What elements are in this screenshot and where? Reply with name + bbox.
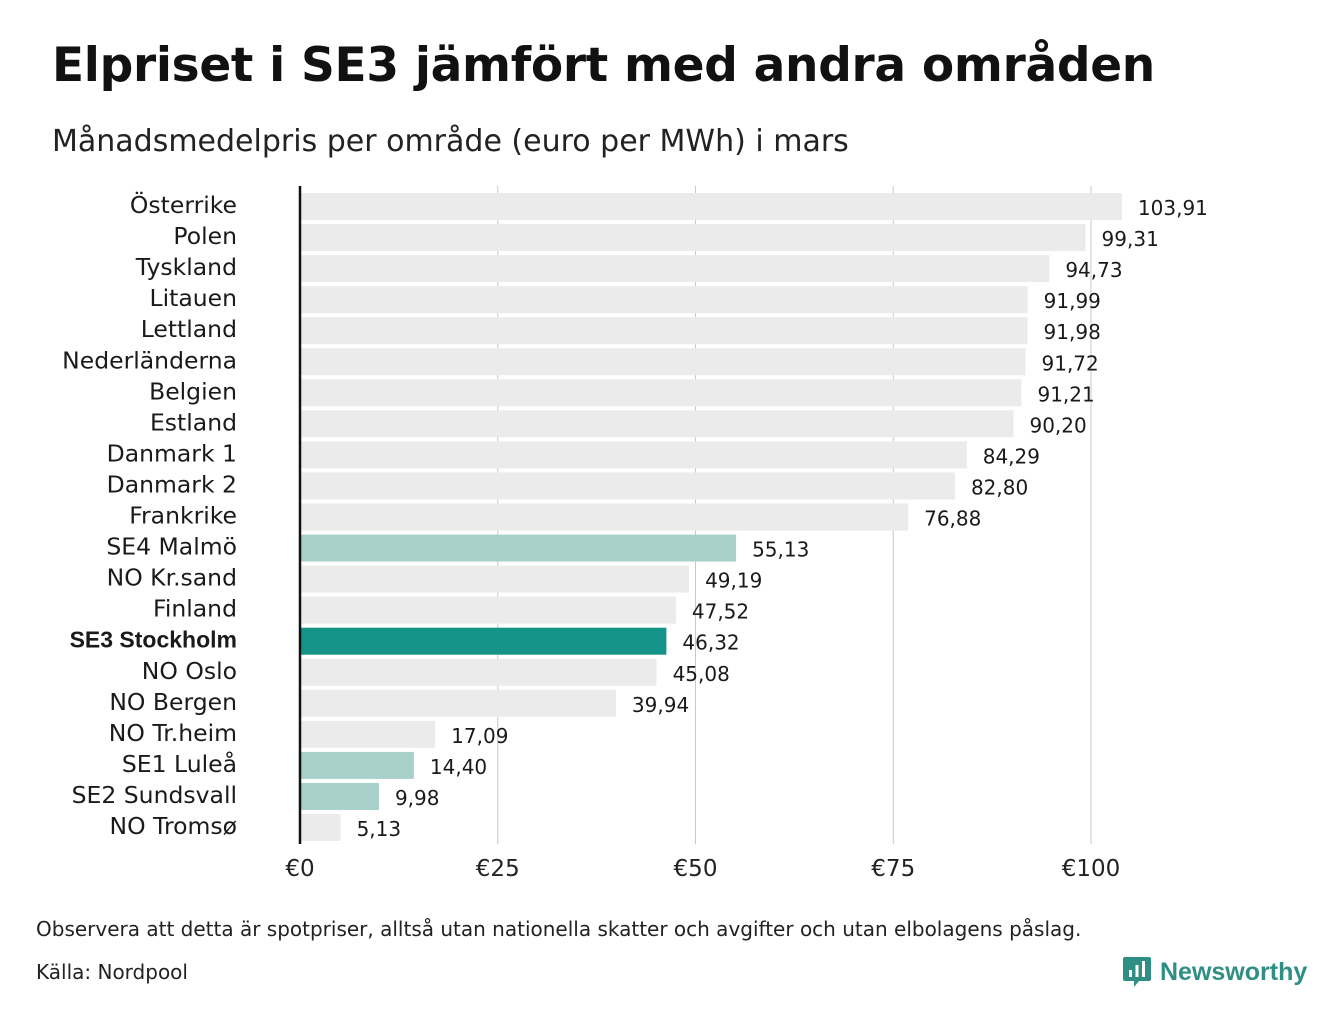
category-label: Danmark 2: [107, 470, 237, 498]
x-tick-label: €0: [285, 856, 314, 882]
category-label: SE1 Luleå: [122, 750, 237, 778]
value-label: 76,88: [924, 507, 981, 531]
chart-title: Elpriset i SE3 jämfört med andra områden: [52, 38, 1155, 93]
bar: [300, 379, 1022, 407]
value-label: 99,31: [1102, 227, 1159, 251]
bar: [300, 658, 657, 686]
value-label: 82,80: [971, 475, 1028, 499]
category-label: NO Oslo: [142, 657, 237, 685]
category-label: Finland: [153, 595, 237, 623]
value-label: 49,19: [705, 569, 762, 593]
bar: [300, 565, 690, 593]
brand-logo[interactable]: Newsworthy: [1122, 955, 1307, 989]
x-tick-label: €75: [871, 856, 915, 882]
bar: [300, 317, 1028, 345]
bar: [300, 348, 1026, 376]
bar: [300, 814, 341, 841]
value-label: 91,72: [1042, 351, 1099, 375]
category-label: NO Bergen: [109, 688, 237, 716]
value-label: 91,98: [1044, 320, 1101, 344]
bar: [300, 534, 737, 562]
category-label: Estland: [150, 408, 237, 436]
bar: [300, 286, 1028, 314]
bar: [300, 627, 667, 655]
category-label: Danmark 1: [107, 439, 237, 467]
category-label: Polen: [173, 222, 237, 250]
value-label: 17,09: [451, 724, 508, 748]
value-label: 84,29: [983, 444, 1040, 468]
footnote: Observera att detta är spotpriser, allts…: [36, 917, 1082, 941]
value-label: 45,08: [673, 662, 730, 686]
x-tick-label: €50: [674, 856, 718, 882]
category-label: SE3 Stockholm: [70, 627, 237, 653]
bar: [300, 193, 1122, 220]
bar: [300, 720, 436, 748]
bars: [300, 193, 1122, 841]
labels: €0 €25 €50 €75 €100 Österrike 103,91 Polen 99,31…: [62, 191, 1208, 882]
value-label: 47,52: [692, 600, 749, 624]
category-label: Litauen: [150, 284, 237, 312]
value-label: 103,91: [1138, 196, 1208, 220]
bar-chart: €0 €25 €50 €75 €100 Österrike 103,91 Polen 99,31…: [62, 186, 1208, 882]
value-label: 14,40: [430, 755, 487, 779]
category-label: NO Kr.sand: [107, 564, 237, 592]
value-label: 46,32: [682, 631, 739, 655]
x-tick-label: €100: [1062, 856, 1121, 882]
value-label: 9,98: [395, 786, 440, 810]
category-label: NO Tr.heim: [109, 719, 237, 747]
bar: [300, 441, 967, 469]
category-label: Nederländerna: [62, 346, 237, 374]
brand-name: Newsworthy: [1160, 957, 1308, 986]
bar: [300, 596, 676, 624]
category-label: Belgien: [149, 377, 237, 405]
category-label: NO Tromsø: [110, 812, 237, 840]
bar: [300, 472, 955, 500]
bar: [300, 410, 1014, 438]
category-label: Österrike: [130, 191, 237, 219]
value-label: 91,99: [1044, 289, 1101, 313]
category-label: SE2 Sundsvall: [72, 781, 237, 809]
value-label: 90,20: [1029, 413, 1086, 437]
value-label: 55,13: [752, 538, 809, 562]
value-label: 5,13: [357, 817, 402, 841]
bar: [300, 255, 1050, 283]
value-label: 91,21: [1037, 382, 1094, 406]
bar: [300, 751, 414, 779]
bar: [300, 782, 379, 810]
x-tick-label: €25: [476, 856, 520, 882]
category-label: SE4 Malmö: [106, 533, 237, 561]
bar: [300, 689, 616, 717]
value-label: 94,73: [1065, 258, 1122, 282]
category-label: Lettland: [141, 315, 237, 343]
value-label: 39,94: [632, 693, 689, 717]
bar: [300, 224, 1086, 252]
category-label: Tyskland: [135, 253, 237, 281]
source-note: Källa: Nordpool: [36, 960, 188, 984]
bar-chart-bubble-icon: [1123, 957, 1151, 987]
bar: [300, 503, 909, 531]
chart-subtitle: Månadsmedelpris per område (euro per MWh…: [52, 124, 849, 159]
category-label: Frankrike: [129, 502, 237, 530]
